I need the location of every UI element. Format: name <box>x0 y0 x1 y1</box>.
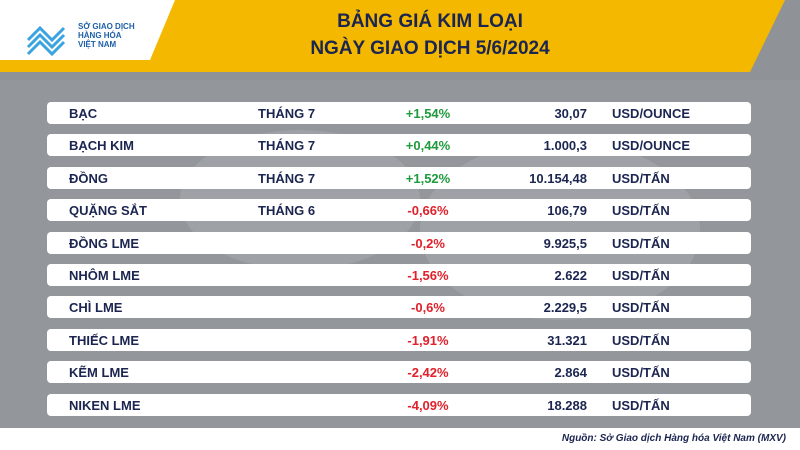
metal-name: NHÔM LME <box>69 267 140 283</box>
metal-name: ĐỒNG <box>69 170 108 186</box>
price-change: -1,91% <box>407 332 449 348</box>
metal-name: BẠCH KIM <box>69 138 134 154</box>
price-table: BẠC THÁNG 7 +1,54% 30,07 USD/OUNCE BẠCH KIM TH… <box>47 102 751 426</box>
metal-name: BẠC <box>69 106 98 121</box>
price: 18.288 <box>547 397 587 413</box>
unit: USD/TẤN <box>612 365 670 381</box>
unit: USD/TẤN <box>612 170 670 186</box>
table-row: CHÌ LME -0,6% 2.229,5 USD/TẤN <box>47 296 751 319</box>
table-row: QUẶNG SẮT THÁNG 6 -0,66% 106,79 USD/TẤN <box>47 199 751 222</box>
title: BẢNG GIÁ KIM LOẠI <box>337 11 523 32</box>
price-change: -0,66% <box>407 203 449 219</box>
price: 31.321 <box>547 332 587 348</box>
price: 9.925,5 <box>543 235 587 251</box>
price-change: +1,54% <box>405 106 451 121</box>
logo-line: VIỆT NAM <box>78 40 117 49</box>
price: 2.229,5 <box>543 300 587 316</box>
metal-name: QUẶNG SẮT <box>69 203 147 219</box>
table-row: ĐỒNG LME -0,2% 9.925,5 USD/TẤN <box>47 231 751 254</box>
logo-line: SỞ GIAO DỊCH <box>78 22 135 31</box>
price: 1.000,3 <box>543 138 587 154</box>
unit: USD/TẤN <box>612 300 670 316</box>
price: 2.864 <box>554 365 587 381</box>
table-row: NHÔM LME -1,56% 2.622 USD/TẤN <box>47 263 751 286</box>
metal-name: KẼM LME <box>69 365 129 381</box>
price-change: +0,44% <box>405 138 451 154</box>
metal-name: THIẾC LME <box>69 332 140 348</box>
price: 30,07 <box>554 106 587 121</box>
price-change: -0,2% <box>411 235 445 251</box>
metal-name: NIKEN LME <box>69 397 141 413</box>
unit: USD/OUNCE <box>612 106 691 121</box>
unit: USD/TẤN <box>612 397 670 413</box>
contract-month: THÁNG 7 <box>258 138 316 154</box>
source-note: Nguồn: Sở Giao dịch Hàng hóa Việt Nam (M… <box>561 433 786 444</box>
logo-text: SỞ GIAO DỊCH HÀNG HÓA VIỆT NAM <box>78 22 158 49</box>
unit: USD/TẤN <box>612 267 670 283</box>
price-change: -4,09% <box>407 397 449 413</box>
table-row: ĐỒNG THÁNG 7 +1,52% 10.154,48 USD/TẤN <box>47 166 751 189</box>
table-row: KẼM LME -2,42% 2.864 USD/TẤN <box>47 361 751 384</box>
subtitle: NGÀY GIAO DỊCH 5/6/2024 <box>310 38 550 59</box>
price-change: -2,42% <box>407 365 449 381</box>
contract-month: THÁNG 6 <box>258 203 316 219</box>
metal-name: ĐỒNG LME <box>69 235 140 251</box>
unit: USD/TẤN <box>612 203 670 219</box>
price-change: -1,56% <box>407 267 449 283</box>
price: 106,79 <box>547 203 587 219</box>
unit: USD/TẤN <box>612 235 670 251</box>
contract-month: THÁNG 7 <box>258 106 316 121</box>
logo-line: HÀNG HÓA <box>78 31 122 40</box>
table-row: THIẾC LME -1,91% 31.321 USD/TẤN <box>47 328 751 351</box>
table-row: NIKEN LME -4,09% 18.288 USD/TẤN <box>47 393 751 416</box>
price: 10.154,48 <box>529 170 587 186</box>
metal-name: CHÌ LME <box>69 300 123 316</box>
table-row: BẠC THÁNG 7 +1,54% 30,07 USD/OUNCE <box>47 102 751 124</box>
price-change: -0,6% <box>411 300 445 316</box>
unit: USD/OUNCE <box>612 138 691 154</box>
price: 2.622 <box>554 267 587 283</box>
price-change: +1,52% <box>405 170 451 186</box>
contract-month: THÁNG 7 <box>258 170 316 186</box>
unit: USD/TẤN <box>612 332 670 348</box>
table-row: BẠCH KIM THÁNG 7 +0,44% 1.000,3 USD/OUNCE <box>47 134 751 157</box>
